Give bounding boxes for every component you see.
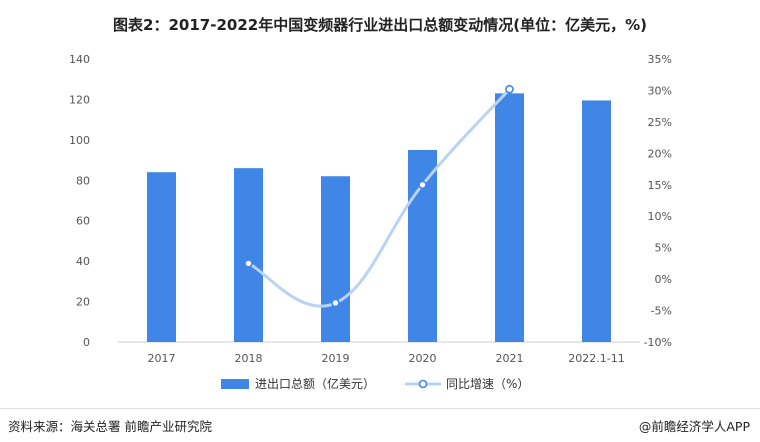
right-tick-label: 10% (648, 210, 672, 223)
right-tick-label: 20% (648, 147, 672, 160)
legend-label-line: 同比增速（%） (446, 377, 529, 391)
growth-point-2018 (244, 259, 253, 268)
x-tick-label: 2021 (496, 352, 524, 365)
left-tick-label: 40 (76, 255, 90, 268)
footer-divider (0, 408, 760, 409)
growth-rate-points (244, 84, 514, 308)
x-tick-label: 2019 (322, 352, 350, 365)
footer: 资料来源：海关总署 前瞻产业研究院 @前瞻经济学人APP (0, 410, 760, 442)
right-tick-label: -5% (651, 305, 672, 318)
source-note: 资料来源：海关总署 前瞻产业研究院 (8, 419, 212, 434)
chart-canvas: 0 20 40 60 80 100 120 140 -10% -5% 0% 5% 10% 15% 20% 2… (69, 53, 672, 391)
legend: 进出口总额（亿美元） 同比增速（%） (221, 376, 529, 391)
bar-2022.1-11 (582, 100, 611, 342)
bar-2017 (147, 172, 176, 342)
left-tick-label: 140 (69, 53, 90, 66)
bar-series (147, 93, 611, 342)
growth-point-2021 (505, 84, 514, 94)
left-tick-label: 80 (76, 174, 90, 187)
right-tick-label: 0% (655, 273, 672, 286)
bar-2021 (495, 93, 524, 342)
x-axis-ticks: 2017 2018 2019 2020 2021 2022.1-11 (148, 352, 625, 365)
left-tick-label: 20 (76, 296, 90, 309)
right-tick-label: 5% (655, 242, 672, 255)
x-tick-label: 2017 (148, 352, 176, 365)
x-tick-label: 2020 (409, 352, 437, 365)
left-axis-ticks: 0 20 40 60 80 100 120 140 (69, 53, 90, 349)
chart-title: 图表2：2017-2022年中国变频器行业进出口总额变动情况(单位：亿美元，%) (113, 16, 647, 34)
legend-swatch-point (418, 379, 428, 389)
bar-2019 (321, 176, 350, 342)
growth-point-2019 (331, 298, 340, 308)
right-tick-label: 30% (648, 84, 672, 97)
right-tick-label: -10% (644, 336, 672, 349)
x-tick-label: 2022.1-11 (568, 352, 624, 365)
left-tick-label: 100 (69, 134, 90, 147)
left-tick-label: 120 (69, 93, 90, 106)
bar-2018 (234, 168, 263, 342)
legend-swatch-bar (221, 379, 249, 389)
right-axis-ticks: -10% -5% 0% 5% 10% 15% 20% 25% 30% 35% (644, 53, 672, 349)
growth-point-2020 (418, 180, 427, 190)
right-tick-label: 25% (648, 116, 672, 129)
left-tick-label: 0 (83, 336, 90, 349)
left-tick-label: 60 (76, 215, 90, 228)
x-tick-label: 2018 (235, 352, 263, 365)
bar-2020 (408, 149, 437, 342)
legend-label-bar: 进出口总额（亿美元） (255, 376, 375, 391)
right-tick-label: 35% (648, 53, 672, 66)
growth-rate-line (247, 88, 511, 308)
copyright-note: @前瞻经济学人APP (638, 419, 750, 434)
right-tick-label: 15% (648, 179, 672, 192)
